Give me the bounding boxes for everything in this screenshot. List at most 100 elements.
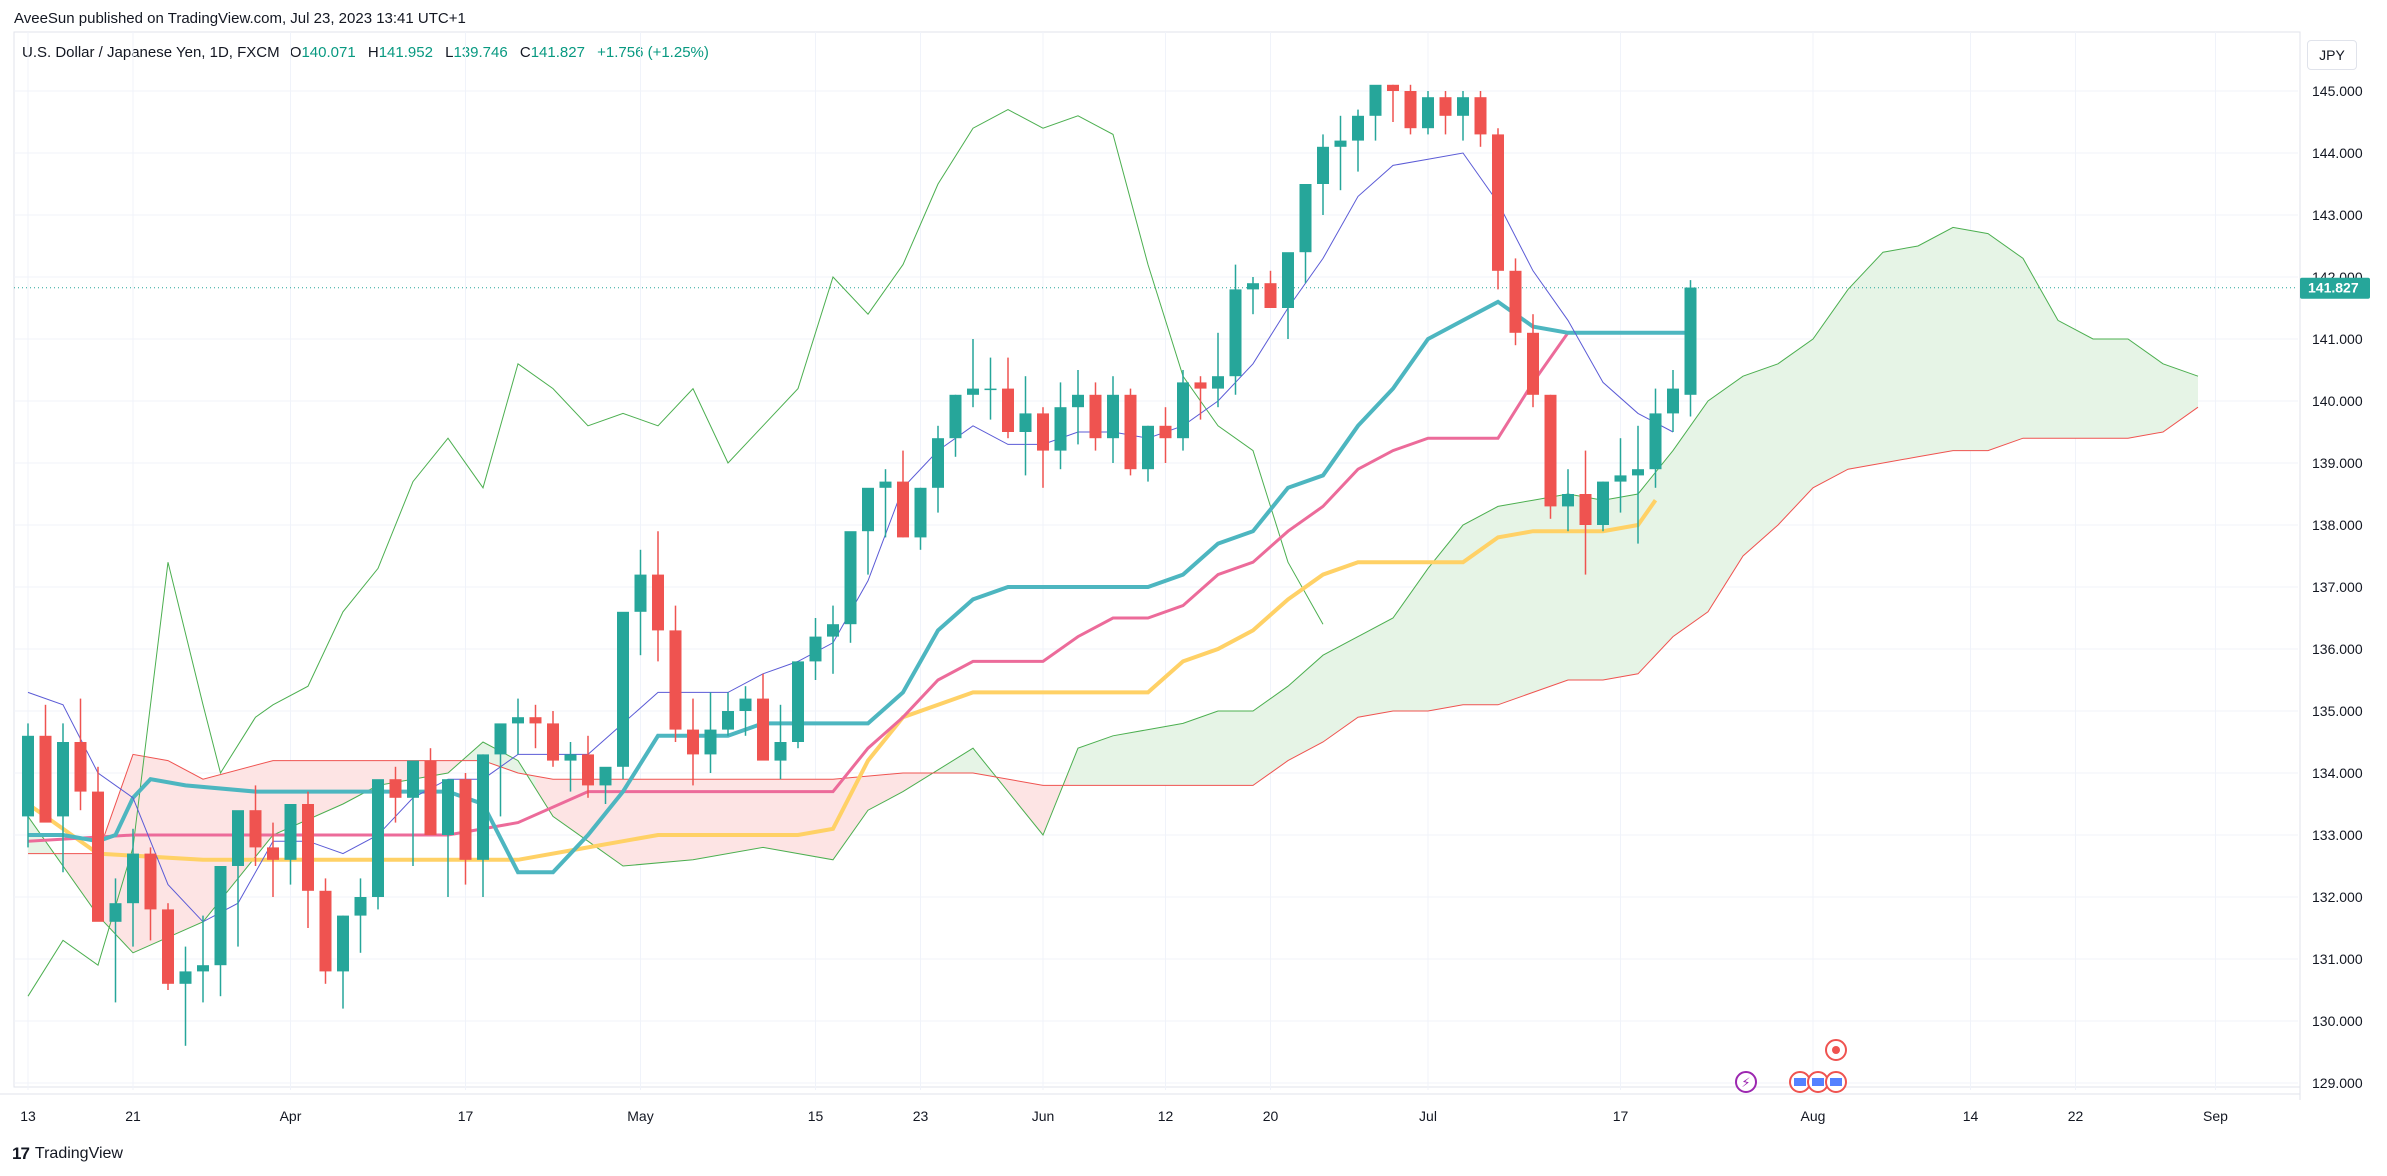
- candle-down: [1159, 425, 1172, 439]
- tradingview-brand-text: TradingView: [34, 1145, 123, 1162]
- candle-up: [1562, 494, 1574, 507]
- symbol-name[interactable]: U.S. Dollar / Japanese Yen, 1D, FXCM: [22, 44, 280, 61]
- price-axis-tick: 131.000: [2312, 951, 2363, 967]
- candle-down: [669, 630, 682, 730]
- candle-up: [1667, 388, 1679, 414]
- low-label: L: [445, 44, 454, 61]
- alert-event-dot: [1832, 1046, 1840, 1054]
- candle-down: [162, 909, 174, 984]
- candle-up: [1649, 413, 1662, 470]
- price-axis-tick: 134.000: [2312, 765, 2363, 781]
- price-axis-tick: 136.000: [2312, 641, 2363, 657]
- candle-down: [74, 742, 87, 792]
- candle-down: [92, 791, 104, 922]
- candle-up: [372, 779, 384, 897]
- candle-up: [512, 717, 524, 724]
- candle-up: [792, 661, 804, 742]
- candle-up: [57, 742, 69, 817]
- candle-down: [144, 853, 157, 910]
- price-axis-tick: 133.000: [2312, 827, 2363, 843]
- candle-down: [757, 698, 769, 761]
- candle-down: [1037, 413, 1049, 451]
- candle-down: [1404, 91, 1417, 129]
- time-axis-tick: 20: [1263, 1108, 1279, 1124]
- candle-up: [1614, 475, 1627, 482]
- candle-up: [1282, 252, 1294, 308]
- candle-up: [337, 915, 349, 972]
- currency-button[interactable]: JPY: [2307, 40, 2357, 70]
- candle-down: [897, 481, 909, 538]
- change-value: +1.756 (+1.25%): [597, 44, 709, 61]
- symbol-legend: U.S. Dollar / Japanese Yen, 1D, FXCM O14…: [22, 44, 709, 61]
- candle-down: [459, 779, 472, 860]
- low-value: 139.746: [453, 44, 508, 61]
- candle-down: [424, 760, 437, 835]
- candle-up: [827, 624, 839, 637]
- candle-up: [1422, 97, 1434, 129]
- candle-up: [1072, 394, 1084, 408]
- candle-down: [1089, 394, 1102, 439]
- last-price-badge: [2300, 277, 2370, 299]
- candle-down: [582, 754, 594, 786]
- candle-up: [967, 388, 979, 395]
- candle-up: [704, 729, 717, 755]
- candle-down: [1387, 84, 1399, 91]
- time-axis-tick: Sep: [2203, 1108, 2228, 1124]
- price-axis-tick: 138.000: [2312, 517, 2363, 533]
- time-axis-tick: Aug: [1801, 1108, 1826, 1124]
- open-value: 140.071: [301, 44, 356, 61]
- candle-down: [39, 735, 52, 823]
- candle-up: [354, 897, 367, 916]
- time-axis-tick: 12: [1158, 1108, 1174, 1124]
- candle-up: [1054, 407, 1067, 451]
- time-axis-tick: 23: [913, 1108, 929, 1124]
- price-axis-tick: 132.000: [2312, 889, 2363, 905]
- candle-up: [722, 711, 734, 730]
- candle-down: [1579, 494, 1592, 525]
- candle-down: [1439, 97, 1452, 116]
- candle-up: [407, 760, 419, 798]
- candle-down: [1527, 332, 1539, 395]
- high-label: H: [367, 44, 379, 61]
- price-axis-tick: 144.000: [2312, 145, 2363, 161]
- candle-up: [197, 965, 209, 972]
- candle-up: [1684, 287, 1697, 395]
- lightning-event-glyph: ⚡: [1741, 1075, 1750, 1090]
- time-axis-tick: Jun: [1032, 1108, 1055, 1124]
- candle-down: [529, 717, 542, 724]
- candle-down: [249, 810, 262, 848]
- candle-up: [914, 487, 927, 538]
- candle-up: [617, 611, 629, 767]
- candle-up: [1247, 283, 1259, 290]
- candle-up: [1299, 184, 1312, 253]
- candle-down: [267, 847, 279, 860]
- tradingview-brand[interactable]: 17 TradingView: [12, 1144, 123, 1164]
- time-axis-tick: 14: [1963, 1108, 1979, 1124]
- candle-up: [179, 971, 192, 984]
- chikou-span-line: [27, 109, 1324, 997]
- us-flag-event-glyph: [1812, 1078, 1824, 1086]
- time-axis-tick: 17: [458, 1108, 474, 1124]
- candle-up: [774, 742, 787, 761]
- candle-up: [442, 779, 454, 835]
- close-label: C: [519, 44, 531, 61]
- time-axis-tick: Jul: [1419, 1108, 1437, 1124]
- pink-line: [27, 331, 1570, 843]
- candle-up: [284, 804, 297, 860]
- candle-up: [949, 394, 962, 439]
- candle-up: [634, 574, 647, 612]
- candle-down: [547, 723, 559, 761]
- candle-down: [1509, 270, 1522, 333]
- candle-up: [494, 723, 507, 755]
- candle-up: [1457, 97, 1469, 116]
- candle-up: [844, 531, 857, 625]
- us-flag-event-glyph: [1794, 1078, 1806, 1086]
- candle-up: [932, 438, 944, 488]
- time-axis-tick: 15: [808, 1108, 824, 1124]
- candle-up: [879, 481, 892, 488]
- candle-down: [1194, 382, 1207, 389]
- candle-up: [1317, 146, 1329, 184]
- time-axis-tick: 17: [1613, 1108, 1629, 1124]
- candle-up: [22, 735, 34, 817]
